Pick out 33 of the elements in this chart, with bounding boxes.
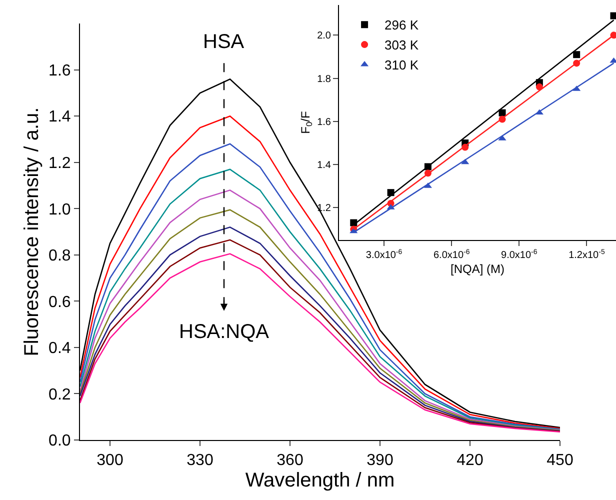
- x-tick-label: 330: [186, 452, 214, 470]
- annotation: HSA:NQA: [179, 321, 270, 343]
- x-tick-label: 6.0x10$^{-6}$: [433, 248, 470, 261]
- y-axis-title: Fluorescence intensity / a.u.: [21, 107, 44, 356]
- x-tick-label: 360: [276, 452, 304, 470]
- y-tick-label: 1.4: [317, 160, 332, 172]
- x-axis-title: Wavelength / nm: [245, 470, 395, 492]
- y-tick-label: 2.0: [317, 30, 332, 42]
- y-tick-label: 1.6: [48, 62, 71, 80]
- legend-label: 310 K: [384, 58, 419, 73]
- y-tick-label: 0.2: [48, 386, 71, 404]
- legend-label: 303 K: [384, 38, 419, 53]
- y-tick-label: 1.0: [48, 201, 71, 218]
- x-tick-label: 3.0x10$^{-6}$: [366, 248, 402, 261]
- y-tick-label: 0.6: [48, 294, 71, 311]
- legend-label: 296 K: [384, 18, 419, 33]
- y-tick-label: 1.2: [48, 155, 71, 172]
- annotation: HSA: [203, 31, 245, 53]
- y-tick-label: 0.0: [48, 432, 71, 450]
- point: [573, 51, 580, 58]
- y-tick-label: 0.4: [48, 340, 71, 358]
- x-tick-label: 390: [366, 452, 394, 470]
- x-tick-label: 450: [546, 452, 574, 470]
- y-tick-label: 1.6: [317, 116, 332, 128]
- x-tick-label: 9.0x10$^{-6}$: [501, 248, 538, 261]
- x-tick-label: 300: [96, 452, 124, 470]
- x-axis-title: [NQA] (M): [450, 262, 504, 276]
- y-tick-label: 0.8: [48, 248, 71, 265]
- point: [610, 12, 616, 20]
- y-tick-label: 1.8: [317, 74, 332, 85]
- x-tick-label: 1.2x10$^{-5}$: [568, 248, 605, 261]
- x-tick-label: 420: [456, 452, 484, 470]
- y-tick-label: 1.4: [48, 108, 71, 126]
